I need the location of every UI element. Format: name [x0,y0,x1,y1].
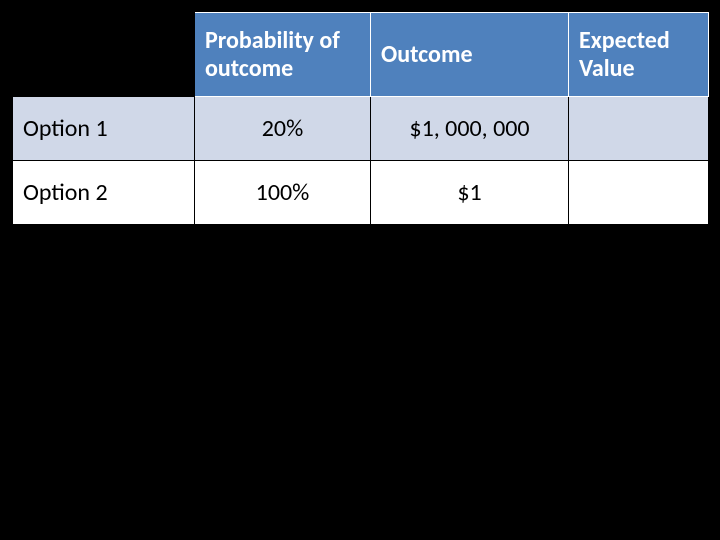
table-row: Option 2 100% $1 [13,161,709,225]
header-expected-value: Expected Value [569,13,709,97]
cell-probability: 20% [195,97,371,161]
cell-expected-value [569,97,709,161]
header-outcome: Outcome [371,13,569,97]
cell-option: Option 1 [13,97,195,161]
table-header-row: Probability of outcome Outcome Expected … [13,13,709,97]
header-probability: Probability of outcome [195,13,371,97]
header-option [13,13,195,97]
cell-outcome: $1 [371,161,569,225]
cell-probability: 100% [195,161,371,225]
slide: Probability of outcome Outcome Expected … [0,0,720,540]
cell-option: Option 2 [13,161,195,225]
table-row: Option 1 20% $1, 000, 000 [13,97,709,161]
expected-value-table: Probability of outcome Outcome Expected … [12,12,709,225]
cell-expected-value [569,161,709,225]
cell-outcome: $1, 000, 000 [371,97,569,161]
